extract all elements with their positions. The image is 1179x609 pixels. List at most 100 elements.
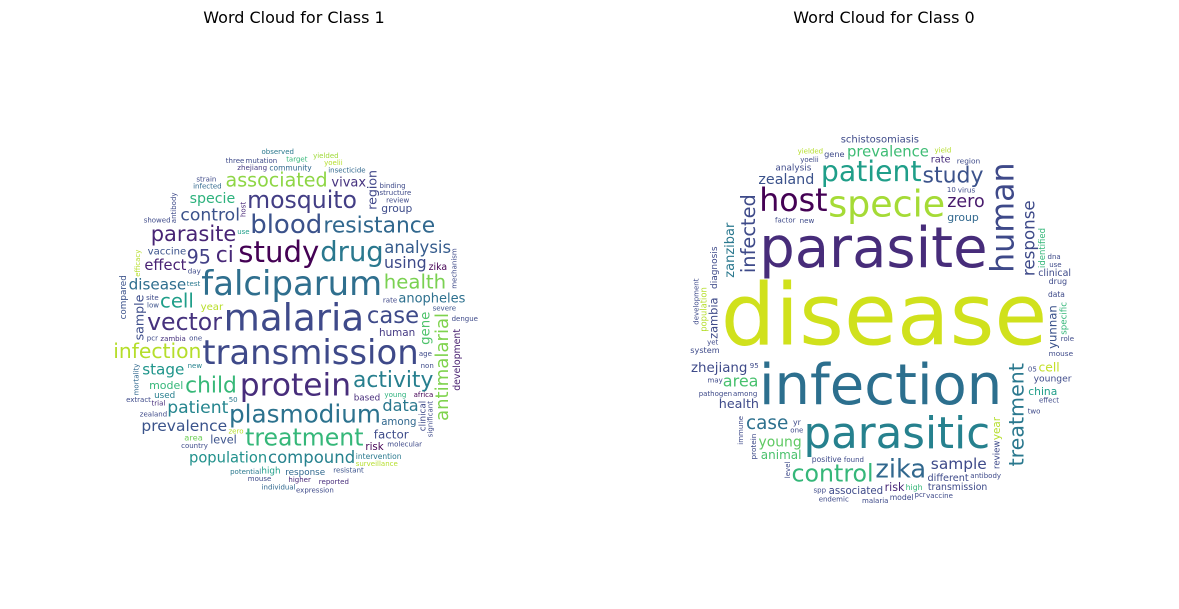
word-95: 95 — [187, 245, 211, 268]
word-yunnan: yunnan — [1045, 305, 1059, 349]
word-area: area — [723, 372, 759, 391]
word-antibody: antibody — [170, 192, 178, 223]
word-model: model — [149, 379, 183, 392]
word-high: high — [906, 483, 923, 492]
word-spp: spp — [814, 486, 827, 494]
word-activity: activity — [353, 368, 433, 393]
word-role: role — [1061, 335, 1074, 343]
word-cell: cell — [160, 290, 194, 313]
word-anopheles: anopheles — [398, 292, 465, 307]
word-reported: reported — [319, 478, 349, 486]
word-zero: zero — [947, 192, 984, 212]
word-antibody: antibody — [970, 472, 1001, 480]
word-potential: potential — [230, 468, 261, 476]
word-area: area — [184, 432, 203, 442]
word-showed: showed — [144, 216, 171, 224]
word-based: based — [354, 394, 381, 404]
word-efficacy: efficacy — [134, 250, 142, 277]
word-day: day — [188, 266, 201, 275]
word-factor: factor — [775, 216, 796, 224]
word-immune: immune — [737, 416, 745, 445]
word-cell: cell — [1039, 361, 1060, 375]
word-sample: sample — [931, 455, 987, 473]
word-mechanism: mechanism — [451, 248, 459, 289]
word-analysis: analysis — [384, 238, 451, 257]
word-data: data — [1048, 290, 1065, 299]
word-yoelii: yoelii — [324, 159, 343, 167]
word-level: level — [210, 434, 237, 447]
word-clinical: clinical — [419, 401, 429, 431]
word-risk: risk — [365, 442, 383, 453]
word-ci: ci — [216, 243, 234, 268]
word-vivax: vivax — [331, 176, 366, 191]
word-africa: africa — [414, 391, 434, 399]
word-zambia: zambia — [160, 335, 185, 343]
word-dna: dna — [1048, 253, 1061, 261]
word-new: new — [800, 216, 815, 225]
word-among: among — [733, 390, 757, 398]
word-zealand: zealand — [140, 410, 167, 418]
word-compound: compound — [268, 448, 355, 467]
wordcloud-panel-class-1: Word Cloud for Class 1 malaria falciparum… — [8, 0, 580, 609]
chart-title: Word Cloud for Class 1 — [203, 8, 385, 27]
word-host: host — [239, 202, 247, 217]
word-95: 95 — [750, 362, 759, 370]
word-analysis: analysis — [775, 164, 811, 174]
word-factor: factor — [374, 427, 409, 441]
word-resistant: resistant — [333, 467, 364, 475]
word-zika: zika — [429, 262, 448, 273]
word-rate: rate — [383, 295, 397, 304]
wordcloud-canvas: disease infection parasite parasitic specie h… — [598, 38, 1170, 602]
word-blood: blood — [250, 210, 322, 240]
word-surveillance: surveillance — [356, 460, 398, 468]
word-control: control — [792, 460, 874, 488]
word-higher: higher — [288, 476, 311, 484]
word-malaria: malaria — [224, 296, 365, 340]
word-yielded: yielded — [313, 152, 339, 160]
word-host: host — [759, 183, 827, 219]
word-gene: gene — [824, 149, 844, 159]
word-child: child — [185, 373, 237, 398]
word-group: group — [947, 211, 979, 224]
word-one: one — [189, 334, 202, 342]
word-positive: positive — [812, 455, 842, 464]
word-patient: patient — [821, 155, 922, 188]
word-05: 05 — [1028, 366, 1037, 374]
word-dengue: dengue — [452, 315, 478, 323]
word-three: three — [226, 157, 245, 165]
word-zambia: zambia — [706, 297, 720, 338]
word-mouse: mouse — [1049, 349, 1074, 358]
word-using: using — [384, 253, 427, 272]
word-schistosomiasis: schistosomiasis — [841, 134, 919, 145]
word-population: population — [698, 287, 708, 332]
word-population: population — [189, 449, 267, 466]
word-data: data — [382, 396, 418, 415]
word-different: different — [928, 473, 969, 484]
word-zhejiang: zhejiang — [237, 163, 267, 172]
word-two: two — [1028, 408, 1041, 416]
word-year: year — [991, 416, 1003, 440]
word-low: low — [147, 302, 159, 310]
word-observed: observed — [262, 148, 294, 156]
word-china: china — [1028, 385, 1057, 398]
word-model: model — [890, 493, 914, 502]
word-vaccine: vaccine — [148, 246, 187, 257]
word-severe: severe — [433, 305, 456, 313]
word-development: development — [452, 329, 463, 391]
word-human: human — [985, 162, 1021, 273]
word-clinical: clinical — [1038, 268, 1071, 279]
word-disease: disease — [129, 275, 187, 293]
word-resistance: resistance — [323, 213, 435, 238]
word-health: health — [719, 396, 759, 411]
word-gene: gene — [418, 312, 433, 345]
word-health: health — [384, 271, 446, 294]
word-new: new — [188, 362, 203, 370]
word-level: level — [784, 461, 792, 478]
word-use: use — [237, 228, 249, 236]
word-zika: zika — [875, 454, 926, 484]
word-drug: drug — [1049, 277, 1068, 286]
word-binding: binding — [380, 182, 406, 190]
word-human: human — [379, 327, 415, 339]
word-pathogen: pathogen — [699, 390, 732, 398]
word-treatment: treatment — [245, 424, 363, 452]
